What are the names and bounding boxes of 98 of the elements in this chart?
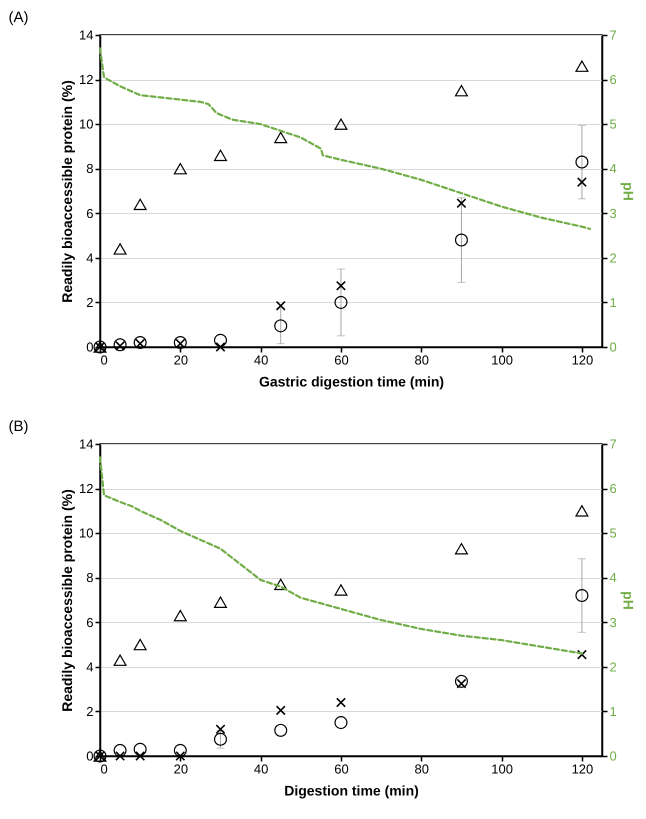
x-tick-label: 80	[414, 352, 430, 368]
point	[214, 596, 227, 608]
y-tick-label: 6	[86, 206, 94, 221]
point	[274, 319, 288, 332]
y2-tick-label: 6	[610, 72, 617, 88]
x-tick-label: 60	[334, 762, 349, 776]
point	[274, 724, 288, 737]
point	[575, 589, 588, 602]
point	[114, 243, 127, 255]
point	[334, 118, 348, 130]
y2-tick-label: 1	[610, 294, 617, 310]
point	[575, 505, 588, 517]
point	[575, 60, 588, 72]
y-tick-label: 4	[86, 250, 94, 266]
point	[135, 338, 146, 349]
y2-tick-label: 2	[610, 659, 617, 674]
line-series	[98, 456, 584, 655]
y-tick-label: 12	[79, 481, 94, 496]
y2-tick-label: 5	[610, 116, 617, 132]
point	[214, 732, 227, 746]
y-tick-label: 12	[79, 72, 94, 88]
point	[174, 336, 187, 350]
point	[576, 177, 587, 188]
x-tick-label: 80	[414, 762, 430, 776]
point	[175, 338, 186, 349]
y2-tick-label: 1	[610, 704, 617, 719]
y-tick-label: 4	[86, 659, 94, 674]
y2-tick-label: 0	[610, 340, 617, 354]
chart-title: (A)	[8, 9, 29, 26]
x-axis-title: Digestion time (min)	[284, 782, 419, 798]
point	[214, 150, 227, 162]
y2-tick-label: 5	[610, 526, 617, 541]
x-tick-label: 0	[100, 352, 108, 368]
point	[134, 638, 147, 650]
point	[274, 578, 288, 590]
y2-axis-title: pH	[620, 591, 637, 610]
x-tick-label: 60	[334, 352, 349, 368]
y-tick-label: 0	[86, 340, 94, 354]
y2-tick-label: 4	[610, 570, 617, 586]
x-tick-label: 100	[491, 352, 513, 368]
point	[334, 296, 348, 309]
point	[454, 84, 468, 96]
point	[454, 234, 468, 247]
x-tick-label: 20	[174, 762, 188, 776]
point	[454, 543, 468, 554]
x-tick-label: 20	[174, 352, 188, 368]
y-tick-label: 8	[86, 161, 94, 176]
y-axis-title: Readily bioaccessible protein (%)	[59, 80, 76, 303]
point	[454, 674, 468, 688]
x-tick-label: 0	[100, 762, 108, 776]
point	[456, 678, 466, 689]
y-tick-label: 14	[79, 28, 94, 42]
point	[276, 300, 286, 311]
y2-tick-label: 7	[610, 436, 617, 452]
y2-tick-label: 2	[610, 250, 617, 266]
x-tick-label: 120	[572, 352, 594, 368]
point	[134, 198, 147, 210]
x-tick-label: 120	[572, 762, 594, 776]
point	[215, 724, 226, 734]
point	[336, 698, 346, 708]
chart-title: (B)	[8, 418, 29, 435]
point	[174, 162, 187, 174]
point	[115, 340, 126, 351]
y2-axis-title: pH	[620, 182, 637, 201]
point	[336, 280, 346, 291]
y2-tick-label: 6	[610, 481, 617, 496]
x-axis-title: Gastric digestion time (min)	[258, 374, 444, 390]
point	[456, 198, 466, 208]
point	[334, 716, 348, 730]
point	[114, 654, 127, 666]
x-tick-label: 40	[254, 352, 268, 368]
point	[334, 584, 348, 596]
y2-tick-label: 3	[610, 206, 617, 221]
y-tick-label: 2	[86, 704, 94, 719]
point	[114, 338, 127, 352]
y2-tick-label: 0	[610, 748, 617, 764]
point	[174, 744, 187, 757]
point	[274, 132, 288, 144]
y2-tick-label: 3	[610, 614, 617, 630]
point	[575, 156, 588, 169]
y2-tick-label: 7	[610, 28, 617, 42]
x-tick-label: 100	[491, 762, 513, 776]
point	[576, 650, 587, 660]
point	[276, 705, 286, 716]
y-tick-label: 0	[86, 748, 94, 764]
y-tick-label: 8	[86, 570, 94, 586]
y-tick-label: 6	[86, 614, 94, 630]
point	[134, 336, 147, 350]
line-series	[98, 47, 592, 230]
x-tick-label: 40	[254, 762, 268, 776]
y-tick-label: 2	[86, 294, 94, 310]
point	[174, 610, 187, 622]
y2-tick-label: 4	[610, 161, 617, 176]
y-tick-label: 10	[79, 526, 94, 541]
y-tick-label: 14	[79, 436, 94, 452]
point	[114, 744, 127, 757]
y-axis-title: Readily bioaccessible protein (%)	[59, 489, 76, 712]
y-tick-label: 10	[79, 116, 94, 132]
